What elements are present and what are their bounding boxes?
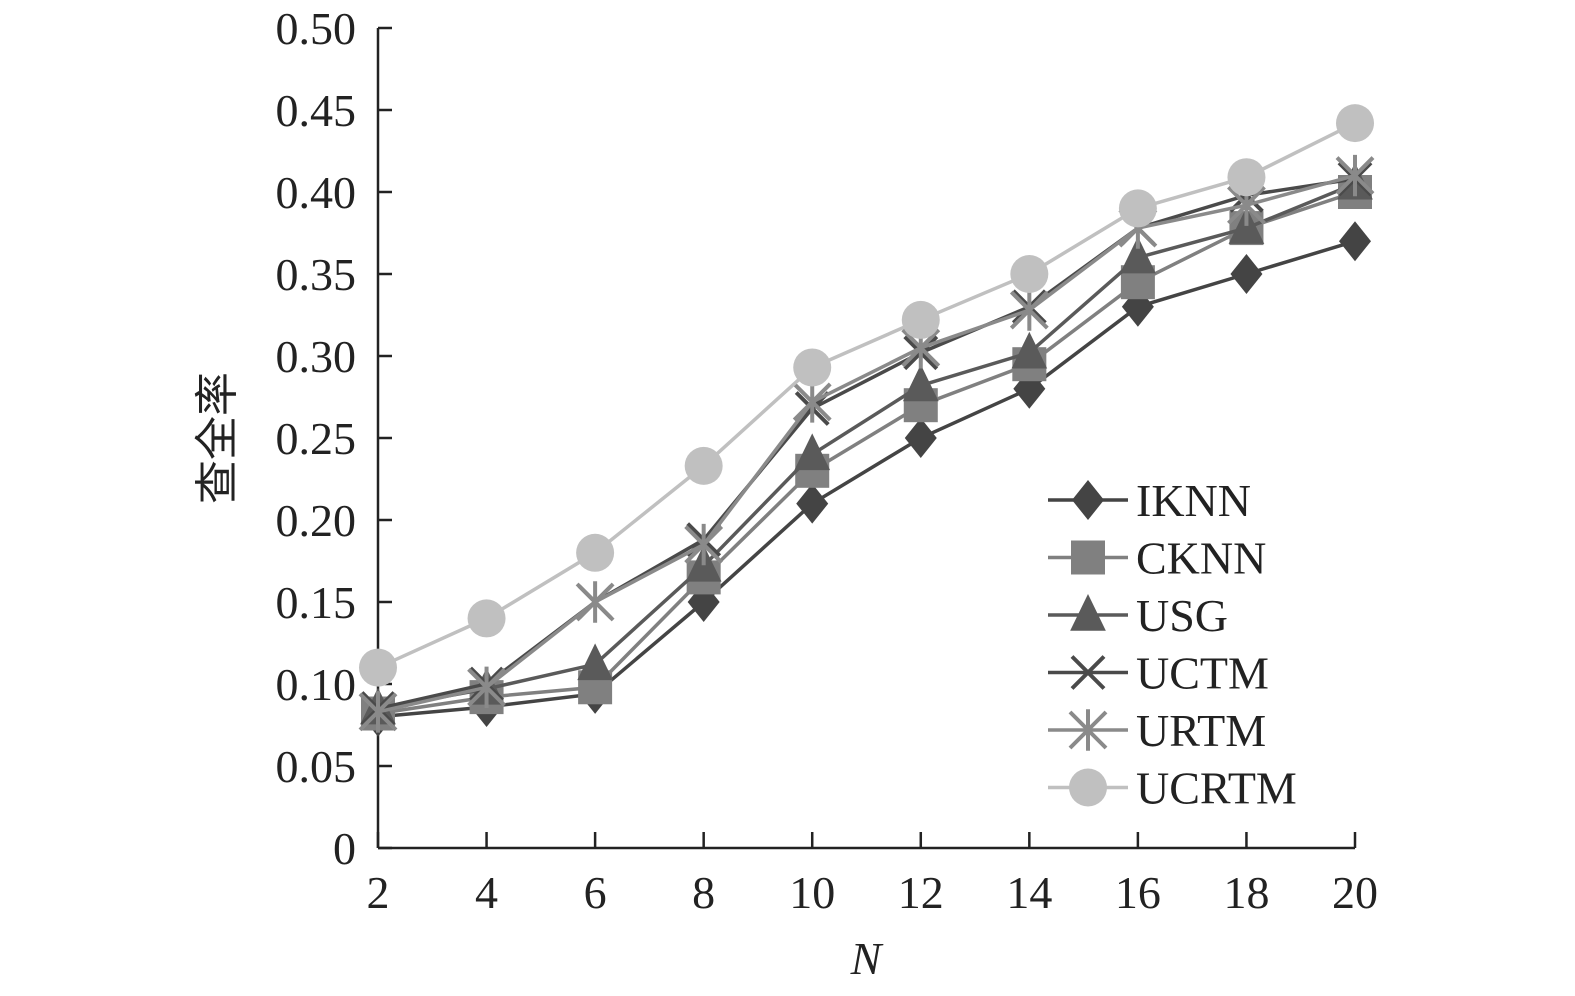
data-point bbox=[793, 348, 832, 387]
legend-label: IKNN bbox=[1136, 475, 1251, 526]
data-point bbox=[794, 433, 831, 471]
data-point bbox=[1010, 255, 1049, 293]
x-tick-label: 4 bbox=[475, 867, 498, 918]
data-point bbox=[1227, 158, 1266, 197]
data-point bbox=[467, 599, 506, 638]
legend-item: URTM bbox=[1048, 705, 1266, 756]
y-tick-label: 0.50 bbox=[276, 3, 357, 54]
series-line bbox=[377, 173, 1356, 714]
x-tick-label: 18 bbox=[1223, 867, 1269, 918]
legend-item: USG bbox=[1048, 590, 1228, 641]
y-tick-label: 0.25 bbox=[276, 413, 357, 464]
y-tick-label: 0.20 bbox=[276, 495, 357, 546]
y-tick-label: 0.40 bbox=[276, 167, 357, 218]
data-point bbox=[684, 523, 724, 566]
y-tick-label: 0.10 bbox=[276, 659, 357, 710]
data-point bbox=[575, 581, 615, 623]
y-tick-label: 0.05 bbox=[276, 741, 357, 792]
data-point bbox=[576, 533, 615, 572]
x-tick-label: 12 bbox=[898, 867, 944, 918]
legend-label: USG bbox=[1136, 590, 1228, 641]
data-point bbox=[901, 300, 940, 339]
data-point bbox=[1011, 331, 1048, 369]
data-point bbox=[1230, 254, 1263, 294]
data-point bbox=[902, 364, 939, 402]
data-point bbox=[796, 483, 829, 524]
x-tick-label: 14 bbox=[1006, 867, 1052, 918]
series-urtm bbox=[358, 154, 1375, 733]
data-point bbox=[467, 666, 506, 708]
data-point bbox=[684, 446, 723, 485]
series-ucrtm bbox=[359, 104, 1374, 687]
series-layer bbox=[358, 104, 1375, 737]
data-point bbox=[1009, 289, 1049, 331]
y-tick-label: 0.15 bbox=[276, 577, 357, 628]
y-tick-label: 0 bbox=[333, 823, 356, 874]
data-point bbox=[1118, 189, 1157, 228]
legend-item: UCRTM bbox=[1048, 763, 1297, 814]
series-line bbox=[377, 121, 1356, 670]
x-tick-label: 16 bbox=[1115, 867, 1161, 918]
data-point bbox=[1336, 104, 1374, 143]
legend-marker bbox=[1072, 480, 1104, 520]
data-point bbox=[1339, 221, 1371, 262]
x-tick-label: 8 bbox=[692, 867, 715, 918]
legend-label: UCRTM bbox=[1136, 763, 1297, 814]
legend: IKNN CKNN USG UCTM URTM UCRTM bbox=[1048, 475, 1297, 814]
x-tick-label: 10 bbox=[789, 867, 835, 918]
legend-marker bbox=[1069, 768, 1107, 807]
data-point bbox=[1335, 154, 1375, 197]
legend-label: UCTM bbox=[1136, 648, 1269, 699]
legend-marker bbox=[1068, 709, 1108, 751]
legend-marker bbox=[1070, 594, 1106, 631]
x-axis-title: N bbox=[850, 933, 884, 984]
y-tick-label: 0.35 bbox=[276, 249, 357, 300]
y-axis-title: 查全率 bbox=[192, 372, 243, 504]
series-line bbox=[377, 190, 1356, 716]
x-ticks: 2 4 6 8 10 12 14 16 18 20 bbox=[367, 832, 1378, 918]
legend-label: URTM bbox=[1136, 705, 1266, 756]
series-line bbox=[377, 182, 1356, 711]
x-tick-label: 20 bbox=[1332, 867, 1378, 918]
data-point bbox=[1120, 236, 1156, 274]
x-tick-label: 2 bbox=[367, 867, 390, 918]
legend-marker bbox=[1070, 655, 1106, 690]
legend-item: UCTM bbox=[1048, 648, 1269, 699]
legend-label: CKNN bbox=[1136, 533, 1266, 584]
data-point bbox=[359, 648, 397, 687]
data-point bbox=[358, 691, 398, 733]
y-ticks: 0 0.05 0.10 0.15 0.20 0.25 0.30 0.35 0.40 0.45 0.5… bbox=[276, 3, 392, 874]
data-point bbox=[792, 381, 832, 423]
legend-item: IKNN bbox=[1048, 475, 1251, 526]
series-line bbox=[377, 239, 1356, 719]
data-point bbox=[577, 643, 613, 681]
x-tick-label: 6 bbox=[584, 867, 607, 918]
legend-marker bbox=[1071, 540, 1105, 575]
y-tick-label: 0.30 bbox=[276, 331, 357, 382]
y-tick-label: 0.45 bbox=[276, 85, 357, 136]
legend-item: CKNN bbox=[1048, 533, 1266, 584]
data-point bbox=[904, 418, 937, 458]
